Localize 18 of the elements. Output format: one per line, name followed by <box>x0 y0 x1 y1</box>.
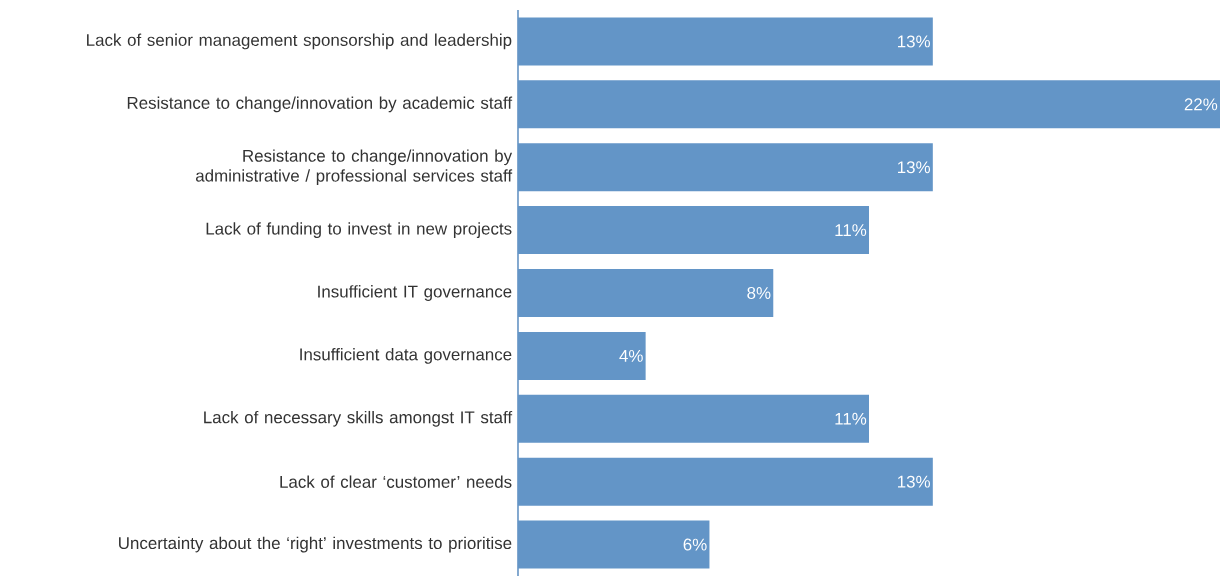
data-label: 22% <box>1184 98 1218 111</box>
data-label: 4% <box>619 349 643 362</box>
data-label: 13% <box>898 35 931 48</box>
data-label: 13% <box>898 161 931 174</box>
y-tick-label: Resistance to change/innovation by academic staff <box>127 96 513 113</box>
data-label: 11% <box>835 412 867 425</box>
y-tick-label: Insufficient IT governance <box>318 285 512 301</box>
y-tick-label: Insufficient data governance <box>300 348 512 364</box>
data-label: 11% <box>835 224 867 237</box>
y-tick-label: Lack of funding to invest in new projects <box>206 222 512 239</box>
y-tick-label: Uncertainty about the ‘right’ investments to prioritise <box>119 536 512 553</box>
y-tick-label: Lack of clear ‘customer’ needs <box>280 475 512 488</box>
data-label: 8% <box>747 287 771 300</box>
data-label: 6% <box>683 538 707 551</box>
y-tick-label: Lack of senior management sponsorship and leadership <box>87 33 512 50</box>
y-tick-label: Lack of necessary skills amongst IT staff <box>204 410 513 427</box>
data-label: 13% <box>898 475 931 488</box>
y-tick-label: Resistance to change/innovation by administrative / professional services staff <box>195 149 513 186</box>
